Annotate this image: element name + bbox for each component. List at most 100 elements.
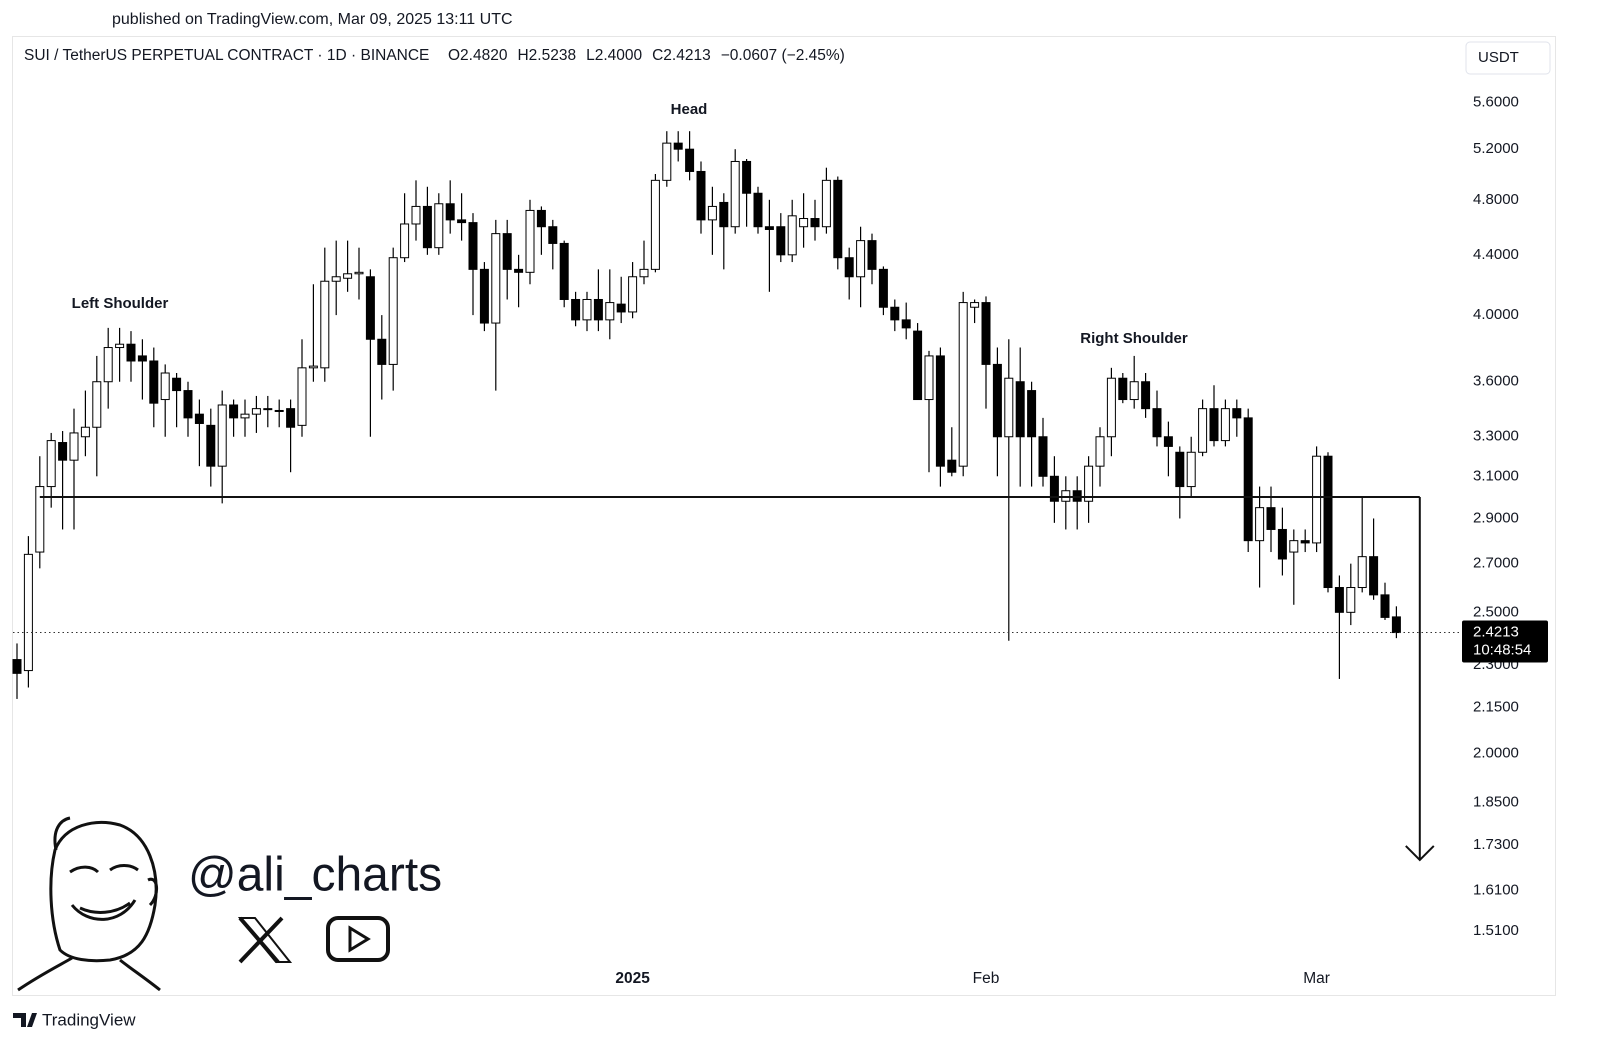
candle-body [1118, 377, 1128, 401]
ohlc-label: L2.4000 [586, 47, 642, 64]
y-tick-label: 5.6000 [1473, 93, 1519, 110]
candle-body [844, 257, 854, 278]
candle-body [92, 381, 102, 428]
candle-body [514, 268, 524, 273]
candle-body [947, 459, 957, 473]
candle-body [707, 205, 717, 221]
candle-body [217, 404, 227, 467]
candle-body [1015, 381, 1025, 438]
candle-body [434, 203, 444, 249]
candle-body [23, 553, 33, 672]
y-tick-label: 3.6000 [1473, 373, 1519, 390]
candle-body [1277, 528, 1287, 560]
currency-box [1465, 41, 1551, 75]
y-tick-label: 1.8500 [1473, 794, 1519, 811]
candle-body [240, 413, 250, 419]
candle-body [1106, 377, 1116, 438]
candle-body [422, 205, 432, 249]
y-tick-label: 2.1500 [1473, 699, 1519, 716]
candle-body [776, 226, 786, 256]
y-tick-label: 5.2000 [1473, 140, 1519, 157]
candle-body [913, 330, 923, 401]
published-note: published on TradingView.com, Mar 09, 20… [112, 11, 513, 28]
candle-body [1084, 465, 1094, 502]
y-tick-label: 2.9000 [1473, 509, 1519, 526]
candle-body [605, 302, 615, 321]
x-tick-label: Mar [1303, 970, 1330, 987]
candle-body [1323, 455, 1333, 589]
y-tick-label: 4.8000 [1473, 191, 1519, 208]
price-badge-countdown: 10:48:54 [1473, 642, 1531, 659]
plot [12, 131, 1401, 699]
ohlc-header: O2.4820 H2.5238 L2.4000 C2.4213 −0.0607 (−2.… [448, 47, 845, 64]
candle-body [536, 209, 546, 228]
y-tick-label: 3.1000 [1473, 467, 1519, 484]
footer-brand: TradingView [42, 1010, 136, 1029]
candle-body [377, 338, 387, 365]
ohlc-label: −0.0607 (−2.45%) [721, 47, 845, 64]
ohlc-label: O2.4820 [448, 47, 508, 64]
candle-body [1038, 436, 1048, 477]
candle-body [1072, 490, 1082, 502]
candle-body [992, 363, 1002, 438]
candle-body [1049, 475, 1059, 502]
candle-body [126, 343, 136, 362]
candle-body [149, 360, 159, 404]
price-badge-value: 2.4213 [1473, 624, 1519, 641]
candle-body [696, 170, 706, 221]
candle-body [1175, 451, 1185, 488]
candle-body [194, 413, 204, 424]
candle-body [742, 160, 752, 194]
annotation: Head [671, 101, 708, 118]
candle-body [103, 347, 113, 383]
candle-body [1141, 381, 1151, 410]
candle-body [582, 298, 592, 321]
y-tick-label: 2.5000 [1473, 603, 1519, 620]
candle-body [445, 203, 455, 221]
candle-body [650, 179, 660, 270]
candle-body [468, 222, 478, 270]
candle-body [1289, 540, 1299, 553]
candle-body [856, 240, 866, 278]
candle-body [559, 242, 569, 300]
candle-body [1380, 594, 1390, 618]
candle-body [1266, 507, 1276, 530]
candle-body [970, 302, 980, 308]
candle-body [935, 355, 945, 467]
candle-body [719, 201, 729, 228]
candle-body [491, 233, 501, 324]
candle-body [787, 215, 797, 256]
candle-body [548, 226, 558, 244]
ohlc-label: H2.5238 [517, 47, 576, 64]
candle-body [160, 372, 170, 401]
y-tick-label: 3.3000 [1473, 428, 1519, 445]
annotation: Left Shoulder [72, 295, 169, 312]
candle-body [890, 306, 900, 321]
candle-body [1300, 540, 1310, 544]
ohlc-label: C2.4213 [652, 47, 711, 64]
candle-body [1186, 451, 1196, 488]
candle-body [365, 276, 375, 340]
candle-body [593, 298, 603, 321]
candle-body [1334, 587, 1344, 613]
candle-body [229, 404, 239, 419]
candle-body [981, 302, 991, 365]
candle-body [343, 273, 353, 279]
candle-body [1209, 408, 1219, 442]
candle-body [628, 276, 638, 313]
candle-body [1391, 616, 1401, 634]
y-tick-label: 1.6100 [1473, 882, 1519, 899]
candle-body [753, 192, 763, 228]
x-tick-label: 2025 [615, 970, 650, 987]
candle-body [354, 271, 364, 275]
candle-body [172, 377, 182, 392]
candle-body [80, 426, 90, 438]
candle-body [571, 298, 581, 321]
candle-body [833, 179, 843, 259]
candle-body [867, 240, 877, 270]
arrow-head [1405, 845, 1435, 862]
y-tick-label: 1.5100 [1473, 922, 1519, 939]
candle-body [320, 280, 330, 369]
candle-body [639, 268, 649, 278]
candle-body [457, 219, 467, 224]
